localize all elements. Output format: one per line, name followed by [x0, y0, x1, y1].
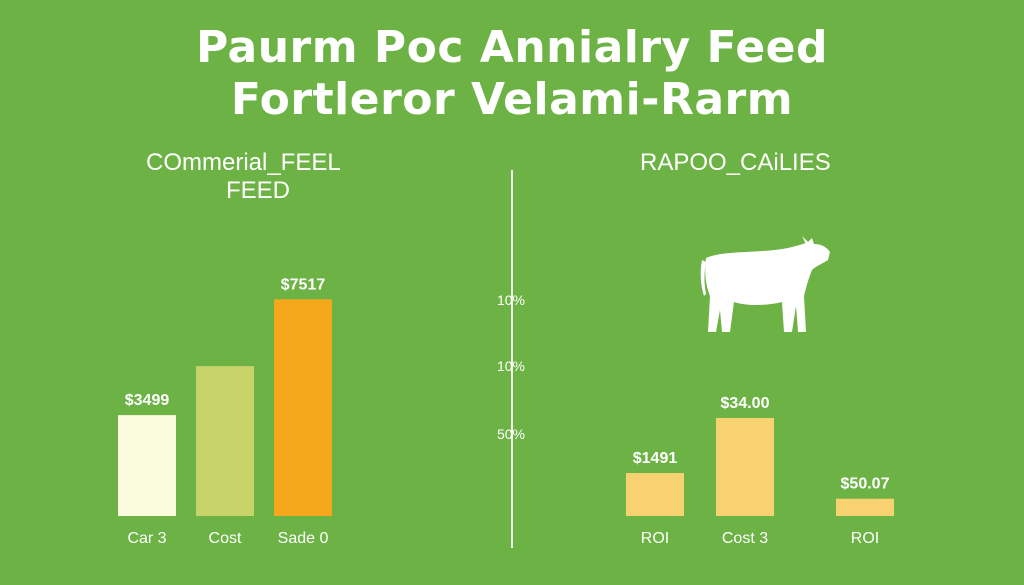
chart2-category-label-3: ROI: [851, 530, 879, 547]
chart1-bar-3: [274, 299, 332, 516]
chart1-category-label-2: Cost: [209, 530, 242, 547]
chart-title-line-2: Fortleror Velami-Rarm: [230, 74, 794, 125]
chart2-bar-2: [716, 418, 774, 516]
chart2-bar-1: [626, 473, 684, 516]
chart1-category-label-3: Sade 0: [278, 530, 329, 547]
chart2-category-label-2: Cost 3: [722, 530, 768, 547]
chart2-value-label-3: $50.07: [841, 476, 890, 493]
divider-label-3: 50%: [496, 426, 526, 442]
left-subtitle-line-2: FEED: [226, 177, 291, 204]
center-divider: [511, 170, 513, 548]
cow-icon: [696, 236, 836, 341]
chart2-category-label-1: ROI: [641, 530, 669, 547]
left-subtitle-line-1: COmmerial_FEEL: [146, 149, 341, 176]
chart1-bar-1: [118, 415, 176, 516]
divider-label-1: 10%: [496, 292, 526, 308]
chart2-value-label-1: $1491: [633, 450, 678, 467]
chart1-category-label-1: Car 3: [127, 530, 166, 547]
chart2-bar-3: [836, 498, 894, 516]
chart1-value-label-1: $3499: [125, 392, 170, 409]
right-subtitle: RAPOO_CAiLIES: [640, 149, 831, 176]
chart-title-line-1: Paurm Poc Annialry Feed: [195, 22, 829, 73]
divider-label-2: 10%: [496, 358, 526, 374]
chart2-value-label-2: $34.00: [721, 395, 770, 412]
chart1-value-label-3: $7517: [281, 276, 326, 293]
chart1-bar-2: [196, 366, 254, 516]
